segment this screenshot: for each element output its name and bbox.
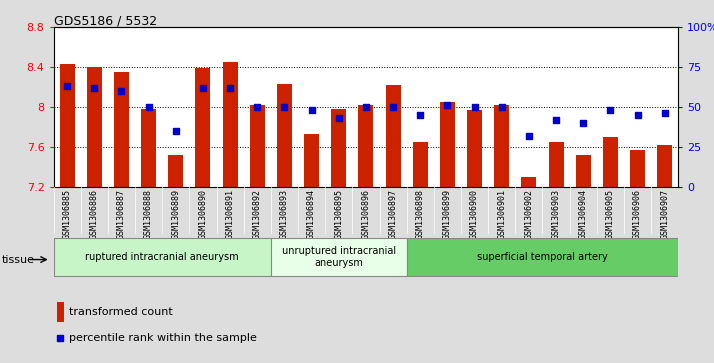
Bar (196, 68, 211, 187)
Text: GSM1306906: GSM1306906 (633, 189, 642, 239)
Bar (56, 302, 64, 322)
Bar (521, 177, 536, 187)
Text: GSM1306902: GSM1306902 (524, 189, 533, 239)
Bar (223, 62, 238, 187)
Text: transformed count: transformed count (69, 307, 173, 317)
FancyBboxPatch shape (407, 238, 678, 276)
Bar (277, 84, 292, 187)
Text: GSM1306900: GSM1306900 (470, 189, 479, 239)
Point (278, 104, 290, 110)
Bar (60, 64, 74, 187)
Text: GSM1306892: GSM1306892 (253, 189, 262, 239)
Point (659, 111, 670, 117)
Bar (630, 150, 645, 187)
Text: GSM1306897: GSM1306897 (388, 189, 398, 239)
Bar (467, 110, 482, 187)
Text: GSM1306896: GSM1306896 (361, 189, 371, 239)
Point (442, 103, 453, 109)
Bar (440, 102, 455, 187)
Point (523, 133, 535, 139)
Point (496, 104, 508, 110)
Point (306, 107, 317, 113)
Text: GSM1306907: GSM1306907 (660, 189, 669, 239)
Point (55, 335, 66, 341)
Point (61, 83, 73, 89)
Text: GSM1306887: GSM1306887 (117, 189, 126, 239)
Point (578, 120, 589, 126)
Text: GSM1306895: GSM1306895 (334, 189, 343, 239)
Bar (87, 67, 102, 187)
Point (550, 117, 562, 123)
Bar (494, 105, 509, 187)
Point (143, 104, 154, 110)
Bar (548, 142, 563, 187)
Bar (141, 109, 156, 187)
Text: GSM1306886: GSM1306886 (90, 189, 99, 239)
Text: GSM1306904: GSM1306904 (579, 189, 588, 239)
Bar (169, 155, 183, 187)
Text: unruptured intracranial
aneurysm: unruptured intracranial aneurysm (282, 246, 396, 268)
Bar (658, 145, 672, 187)
Text: GSM1306903: GSM1306903 (552, 189, 560, 239)
Bar (114, 72, 129, 187)
Text: GDS5186 / 5532: GDS5186 / 5532 (54, 15, 156, 28)
Text: tissue: tissue (2, 254, 35, 265)
Bar (304, 134, 319, 187)
Bar (358, 105, 373, 187)
Bar (386, 85, 401, 187)
Point (632, 112, 643, 118)
Point (361, 104, 372, 110)
Point (170, 128, 181, 134)
Bar (575, 155, 590, 187)
Point (469, 104, 481, 110)
Text: percentile rank within the sample: percentile rank within the sample (69, 334, 257, 343)
Text: GSM1306894: GSM1306894 (307, 189, 316, 239)
Text: GSM1306889: GSM1306889 (171, 189, 180, 239)
FancyBboxPatch shape (54, 238, 271, 276)
Text: GSM1306888: GSM1306888 (144, 189, 153, 239)
Point (605, 107, 616, 113)
Point (197, 85, 208, 91)
Text: GSM1306893: GSM1306893 (280, 189, 289, 239)
Bar (413, 142, 428, 187)
Point (224, 85, 236, 91)
Text: GSM1306901: GSM1306901 (497, 189, 506, 239)
Point (388, 104, 399, 110)
Bar (331, 109, 346, 187)
Point (89, 85, 100, 91)
Bar (250, 105, 265, 187)
Text: superficial temporal artery: superficial temporal artery (477, 252, 608, 262)
Text: GSM1306905: GSM1306905 (606, 189, 615, 239)
Text: GSM1306898: GSM1306898 (416, 189, 425, 239)
Text: GSM1306891: GSM1306891 (226, 189, 235, 239)
Bar (603, 137, 618, 187)
Point (251, 104, 263, 110)
Point (415, 112, 426, 118)
Text: GSM1306890: GSM1306890 (198, 189, 208, 239)
FancyBboxPatch shape (271, 238, 407, 276)
Text: GSM1306885: GSM1306885 (63, 189, 71, 239)
Text: GSM1306899: GSM1306899 (443, 189, 452, 239)
Text: ruptured intracranial aneurysm: ruptured intracranial aneurysm (86, 252, 239, 262)
Point (333, 115, 344, 121)
Point (116, 88, 127, 94)
